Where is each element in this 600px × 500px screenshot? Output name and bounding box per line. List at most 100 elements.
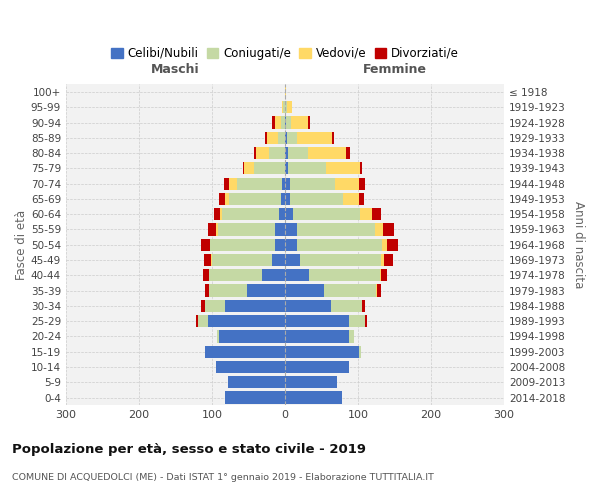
Bar xyxy=(359,178,365,190)
Bar xyxy=(210,238,211,251)
Bar xyxy=(272,254,285,266)
Bar xyxy=(346,147,350,159)
Bar xyxy=(228,376,285,388)
Bar xyxy=(323,284,376,296)
Bar xyxy=(285,392,342,404)
Bar xyxy=(359,193,364,205)
Bar xyxy=(214,208,220,220)
Bar xyxy=(282,101,283,114)
Bar xyxy=(208,224,216,235)
Bar xyxy=(375,224,383,235)
Bar xyxy=(278,132,285,144)
Bar xyxy=(285,116,286,128)
Bar xyxy=(285,162,288,174)
Bar xyxy=(216,224,218,235)
Bar xyxy=(225,193,229,205)
Bar xyxy=(343,193,359,205)
Bar xyxy=(360,162,362,174)
Bar xyxy=(349,315,365,327)
Text: Maschi: Maschi xyxy=(151,63,200,76)
Text: Femmine: Femmine xyxy=(362,63,427,76)
Bar xyxy=(362,300,365,312)
Bar xyxy=(380,269,381,281)
Y-axis label: Anni di nascita: Anni di nascita xyxy=(572,201,585,288)
Bar xyxy=(272,116,275,128)
Bar xyxy=(288,147,308,159)
Bar xyxy=(285,269,309,281)
Bar xyxy=(285,208,293,220)
Bar xyxy=(296,224,375,235)
Bar xyxy=(237,178,282,190)
Legend: Celibi/Nubili, Coniugati/e, Vedovi/e, Divorziati/e: Celibi/Nubili, Coniugati/e, Vedovi/e, Di… xyxy=(106,42,464,64)
Bar xyxy=(275,116,281,128)
Bar xyxy=(285,238,296,251)
Bar xyxy=(292,116,308,128)
Bar xyxy=(256,147,269,159)
Bar xyxy=(218,224,275,235)
Bar xyxy=(279,208,285,220)
Bar xyxy=(288,162,326,174)
Bar xyxy=(285,346,359,358)
Bar xyxy=(359,346,361,358)
Bar xyxy=(212,254,272,266)
Bar xyxy=(209,284,247,296)
Bar xyxy=(285,86,286,98)
Bar xyxy=(286,116,292,128)
Bar xyxy=(229,193,281,205)
Bar xyxy=(281,193,285,205)
Bar xyxy=(225,392,285,404)
Bar xyxy=(282,178,285,190)
Bar xyxy=(198,315,208,327)
Bar xyxy=(201,238,210,251)
Bar xyxy=(220,208,222,220)
Bar xyxy=(262,269,285,281)
Bar xyxy=(285,101,287,114)
Bar xyxy=(285,147,288,159)
Bar xyxy=(376,284,377,296)
Bar xyxy=(299,254,381,266)
Bar xyxy=(377,284,380,296)
Bar xyxy=(360,208,372,220)
Bar xyxy=(269,147,285,159)
Bar xyxy=(281,116,285,128)
Bar xyxy=(285,132,287,144)
Bar xyxy=(211,254,212,266)
Bar xyxy=(332,132,334,144)
Bar xyxy=(211,238,275,251)
Bar xyxy=(285,315,349,327)
Bar xyxy=(225,300,285,312)
Bar xyxy=(205,300,225,312)
Bar xyxy=(293,208,360,220)
Bar xyxy=(283,101,285,114)
Bar xyxy=(217,330,219,342)
Bar xyxy=(275,224,285,235)
Bar xyxy=(222,208,279,220)
Bar xyxy=(204,254,211,266)
Bar xyxy=(290,193,343,205)
Bar xyxy=(331,300,362,312)
Bar xyxy=(205,346,285,358)
Bar xyxy=(382,238,387,251)
Bar xyxy=(309,269,380,281)
Bar xyxy=(285,284,323,296)
Bar xyxy=(381,269,387,281)
Bar xyxy=(229,178,237,190)
Bar xyxy=(254,147,256,159)
Bar xyxy=(224,178,229,190)
Bar xyxy=(387,238,398,251)
Bar xyxy=(208,315,285,327)
Bar xyxy=(203,269,209,281)
Bar xyxy=(372,208,380,220)
Bar xyxy=(326,162,360,174)
Bar xyxy=(285,224,296,235)
Text: COMUNE DI ACQUEDOLCI (ME) - Dati ISTAT 1° gennaio 2019 - Elaborazione TUTTITALIA: COMUNE DI ACQUEDOLCI (ME) - Dati ISTAT 1… xyxy=(12,473,434,482)
Bar xyxy=(365,315,367,327)
Bar xyxy=(290,178,335,190)
Bar xyxy=(275,238,285,251)
Bar xyxy=(298,132,332,144)
Text: Popolazione per età, sesso e stato civile - 2019: Popolazione per età, sesso e stato civil… xyxy=(12,442,366,456)
Bar xyxy=(215,361,285,373)
Bar xyxy=(247,284,285,296)
Bar xyxy=(196,315,198,327)
Bar xyxy=(242,162,244,174)
